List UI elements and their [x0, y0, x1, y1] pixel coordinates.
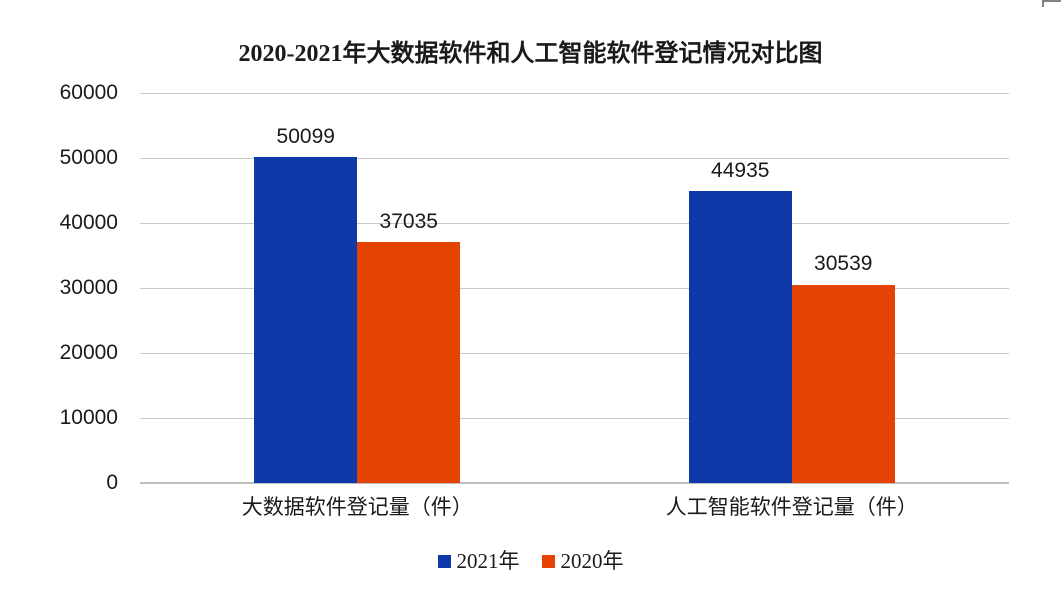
legend-swatch-icon [437, 554, 451, 568]
y-axis-tick-label: 40000 [59, 211, 118, 234]
gridline [140, 288, 1009, 289]
gridline [140, 223, 1009, 224]
plot-area: 50099 37035 44935 30539 [140, 93, 1009, 484]
gridline [140, 353, 1009, 354]
selection-corner-handle [1042, 0, 1061, 7]
y-axis-tick-label: 50000 [59, 146, 118, 169]
x-axis-category-label: 大数据软件登记量（件） [241, 495, 473, 519]
gridline [140, 418, 1009, 419]
gridline [140, 93, 1009, 94]
y-axis-tick-label: 60000 [59, 81, 118, 104]
x-axis-category-label: 人工智能软件登记量（件） [665, 495, 918, 519]
legend: 2021年 2020年 [0, 549, 1061, 573]
y-axis-tick-label: 10000 [59, 406, 118, 429]
y-axis-tick-label: 30000 [59, 276, 118, 299]
y-axis-tick-label: 20000 [59, 341, 118, 364]
legend-item-2020年[interactable]: 2020年 [541, 549, 624, 573]
bar-value-label: 30539 [814, 252, 873, 276]
chart-title: 2020-2021年大数据软件和人工智能软件登记情况对比图 [238, 41, 823, 67]
bar-value-label: 44935 [711, 158, 770, 182]
x-axis-line [140, 482, 1009, 484]
legend-label: 2021年 [456, 549, 520, 573]
bar-2021年-2[interactable] [688, 190, 792, 483]
bar-2020年-1[interactable] [357, 242, 461, 483]
y-axis-tick-label: 0 [106, 471, 118, 494]
legend-item-2021年[interactable]: 2021年 [437, 549, 520, 573]
bar-2020年-2[interactable] [791, 284, 895, 483]
gridline [140, 158, 1009, 159]
legend-label: 2020年 [560, 549, 624, 573]
bar-2021年-1[interactable] [254, 157, 358, 483]
legend-swatch-icon [541, 554, 555, 568]
bar-value-label: 37035 [379, 210, 438, 234]
bar-value-label: 50099 [276, 125, 335, 149]
